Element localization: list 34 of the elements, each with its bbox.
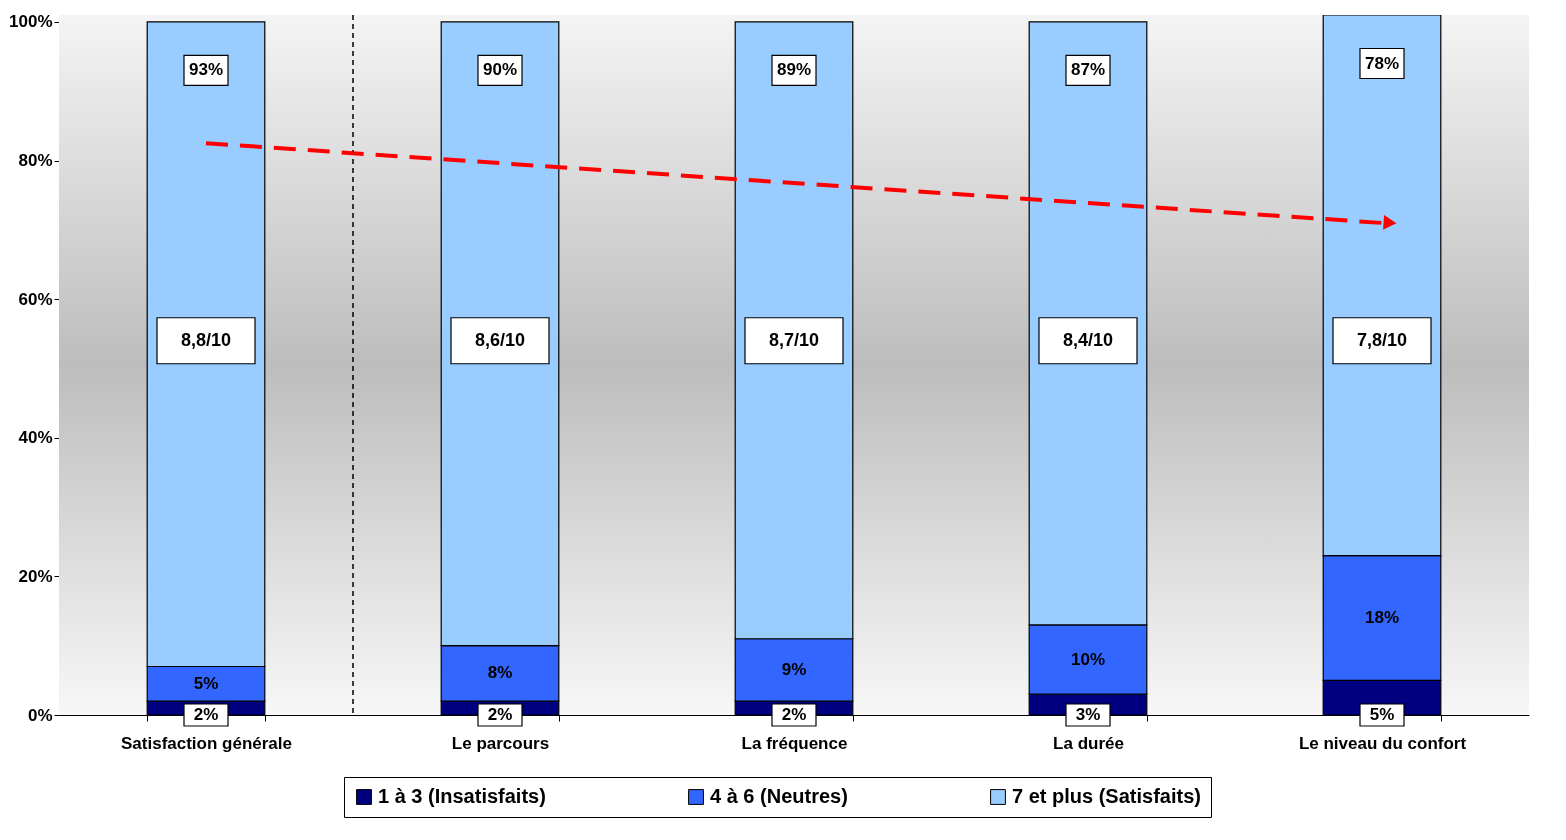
- annotation: 7,8/10: [1356, 329, 1408, 350]
- data-label: 9%: [781, 659, 807, 679]
- data-label: 93%: [188, 60, 224, 80]
- data-label: 18%: [1364, 607, 1400, 627]
- data-label: 5%: [193, 673, 219, 693]
- data-label: 78%: [1364, 53, 1400, 73]
- data-label: 2%: [193, 705, 219, 724]
- legend-label: 7 et plus (Satisfaits): [1012, 785, 1201, 807]
- annotation: 8,7/10: [768, 329, 820, 350]
- y-tick-label: 80%: [18, 151, 53, 171]
- y-tick-label: 20%: [18, 566, 53, 586]
- data-label: 3%: [1075, 705, 1101, 724]
- x-tick-label: La fréquence: [741, 733, 848, 753]
- data-label: 89%: [776, 60, 812, 80]
- legend-label: 4 à 6 (Neutres): [710, 785, 848, 807]
- data-label: 5%: [1369, 705, 1395, 724]
- y-tick-label: 0%: [27, 705, 53, 725]
- y-tick-label: 60%: [18, 289, 53, 309]
- legend-label: 1 à 3 (Insatisfaits): [378, 785, 546, 807]
- x-tick-label: Satisfaction générale: [120, 733, 293, 753]
- data-label: 2%: [487, 705, 513, 724]
- y-tick-label: 100%: [9, 12, 53, 32]
- data-label: 8%: [487, 663, 513, 683]
- data-label: 90%: [482, 60, 518, 80]
- annotation: 8,6/10: [474, 329, 526, 350]
- x-tick-label: Le parcours: [451, 733, 550, 753]
- data-label: 10%: [1070, 649, 1106, 669]
- annotation: 8,8/10: [180, 329, 232, 350]
- x-tick-label: Le niveau du confort: [1298, 733, 1467, 753]
- data-label: 87%: [1070, 60, 1106, 80]
- data-label: 2%: [781, 705, 807, 724]
- annotation: 8,4/10: [1062, 329, 1114, 350]
- y-tick-label: 40%: [18, 428, 53, 448]
- x-tick-label: La durée: [1053, 733, 1124, 753]
